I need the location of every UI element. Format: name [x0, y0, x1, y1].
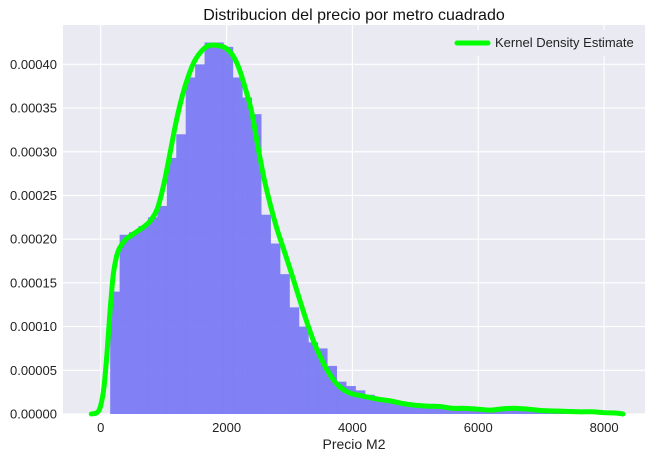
- y-tick-label: 0.00020: [10, 232, 57, 247]
- histogram-bar: [138, 226, 149, 414]
- y-tick-label: 0.00015: [10, 275, 57, 290]
- x-axis-ticks: 0 2000 4000 6000 8000: [97, 420, 618, 435]
- histogram-bar: [298, 326, 309, 414]
- y-tick-label: 0.00005: [10, 363, 57, 378]
- histogram-bar: [383, 400, 394, 414]
- histogram-bar: [506, 410, 517, 414]
- histogram-bar: [176, 134, 186, 415]
- x-tick-label: 2000: [212, 420, 241, 435]
- histogram-bars: [110, 42, 621, 415]
- x-tick-label: 4000: [338, 420, 367, 435]
- histogram-bar: [251, 114, 262, 414]
- histogram-bar: [431, 406, 441, 414]
- histogram-bar: [280, 274, 290, 414]
- histogram-bar: [516, 410, 526, 414]
- histogram-bar: [204, 42, 215, 414]
- histogram-bar: [440, 407, 451, 414]
- histogram-bar: [525, 410, 536, 414]
- legend-label-kde: Kernel Density Estimate: [495, 35, 634, 50]
- histogram-bar: [308, 342, 319, 414]
- histogram-bar: [157, 205, 168, 414]
- y-tick-label: 0.00010: [10, 319, 57, 334]
- x-tick-label: 8000: [590, 420, 619, 435]
- histogram-bar: [459, 408, 470, 414]
- x-axis-label: Precio M2: [322, 436, 385, 452]
- histogram-bar: [185, 77, 196, 415]
- y-axis-ticks: 0.00000 0.00005 0.00010 0.00015 0.00020 0.000…: [10, 57, 57, 422]
- histogram-bar: [468, 408, 479, 414]
- histogram-bar: [166, 157, 177, 414]
- histogram-bar: [336, 381, 347, 414]
- histogram-bar: [317, 348, 328, 414]
- legend: Kernel Density Estimate: [448, 30, 638, 56]
- x-tick-label: 0: [97, 420, 104, 435]
- histogram-bar: [346, 386, 356, 414]
- y-tick-label: 0.00030: [10, 144, 57, 159]
- histogram-bar: [119, 234, 130, 414]
- kde-line: [88, 42, 626, 417]
- y-tick-label: 0.00040: [10, 57, 57, 72]
- histogram-bar: [355, 390, 366, 414]
- histogram-bar: [232, 77, 243, 415]
- histogram-bar: [147, 217, 158, 414]
- histogram-bar: [129, 232, 139, 414]
- histogram-bar: [327, 365, 337, 414]
- x-tick-label: 6000: [464, 420, 493, 435]
- chart-title: Distribucion del precio por metro cuadra…: [203, 7, 505, 24]
- histogram-bar: [242, 97, 253, 414]
- histogram-bar: [110, 291, 120, 414]
- histogram-bar: [393, 401, 404, 414]
- y-tick-label: 0.00035: [10, 101, 57, 116]
- y-tick-label: 0.00025: [10, 188, 57, 203]
- histogram-bar: [270, 243, 281, 414]
- histogram-bar: [365, 394, 375, 414]
- histogram-bar: [421, 405, 432, 414]
- histogram-bar: [195, 64, 205, 414]
- histogram-bar: [374, 397, 385, 414]
- histogram-bar: [261, 214, 271, 414]
- y-tick-label: 0.00000: [10, 407, 57, 422]
- histogram-bar: [449, 407, 460, 414]
- histogram-bar: [214, 42, 224, 414]
- histogram-bar: [497, 410, 507, 414]
- histogram-bar: [223, 46, 234, 414]
- histogram-bar: [289, 307, 300, 414]
- histogram-bar: [402, 403, 413, 414]
- histogram-bar: [412, 404, 422, 414]
